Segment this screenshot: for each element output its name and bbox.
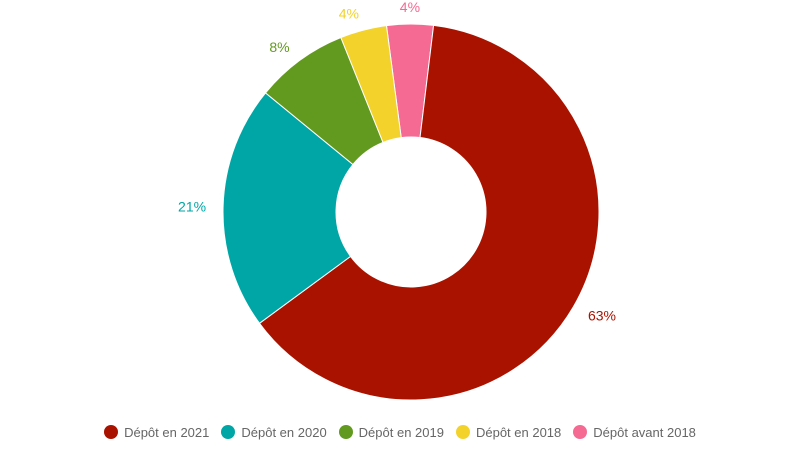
legend-marker	[573, 425, 588, 439]
legend-label: Dépôt en 2018	[475, 424, 562, 440]
legend-label: Dépôt en 2019	[358, 424, 444, 440]
slice-2[interactable]	[222, 92, 354, 324]
legend-item-5[interactable]: Dépôt avant 2018	[573, 425, 696, 440]
slice-label-4: 4%	[339, 6, 359, 22]
legend-marker	[221, 425, 236, 439]
slice-label-3: 8%	[269, 39, 289, 55]
legend-item-4[interactable]: Dépôt en 2018	[455, 424, 562, 440]
slice-4[interactable]	[340, 25, 402, 144]
legend-item-3[interactable]: Dépôt en 2019	[338, 424, 444, 440]
legend-marker	[338, 425, 353, 439]
legend-label: Dépôt en 2020	[241, 424, 327, 440]
legend-label: Dépôt avant 2018	[593, 424, 696, 440]
legend-marker	[455, 425, 470, 439]
legend-label: Dépôt en 2021	[124, 424, 210, 440]
slice-label-5: 4%	[400, 0, 420, 15]
legend-item-1[interactable]: Dépôt en 2021	[104, 425, 209, 440]
slice-group	[222, 23, 600, 401]
legend: Dépôt en 2021 Dépôt en 2020 Dépôt en 2019 D…	[0, 421, 800, 443]
slice-label-1: 63%	[588, 307, 616, 323]
legend-item-2[interactable]: Dépôt en 2020	[221, 424, 327, 440]
slice-label-2: 21%	[178, 199, 206, 215]
slice-label-group: 4% 63% 21% 8% 4%	[178, 0, 616, 323]
legend-marker	[104, 425, 119, 439]
slice-1[interactable]	[258, 24, 600, 401]
